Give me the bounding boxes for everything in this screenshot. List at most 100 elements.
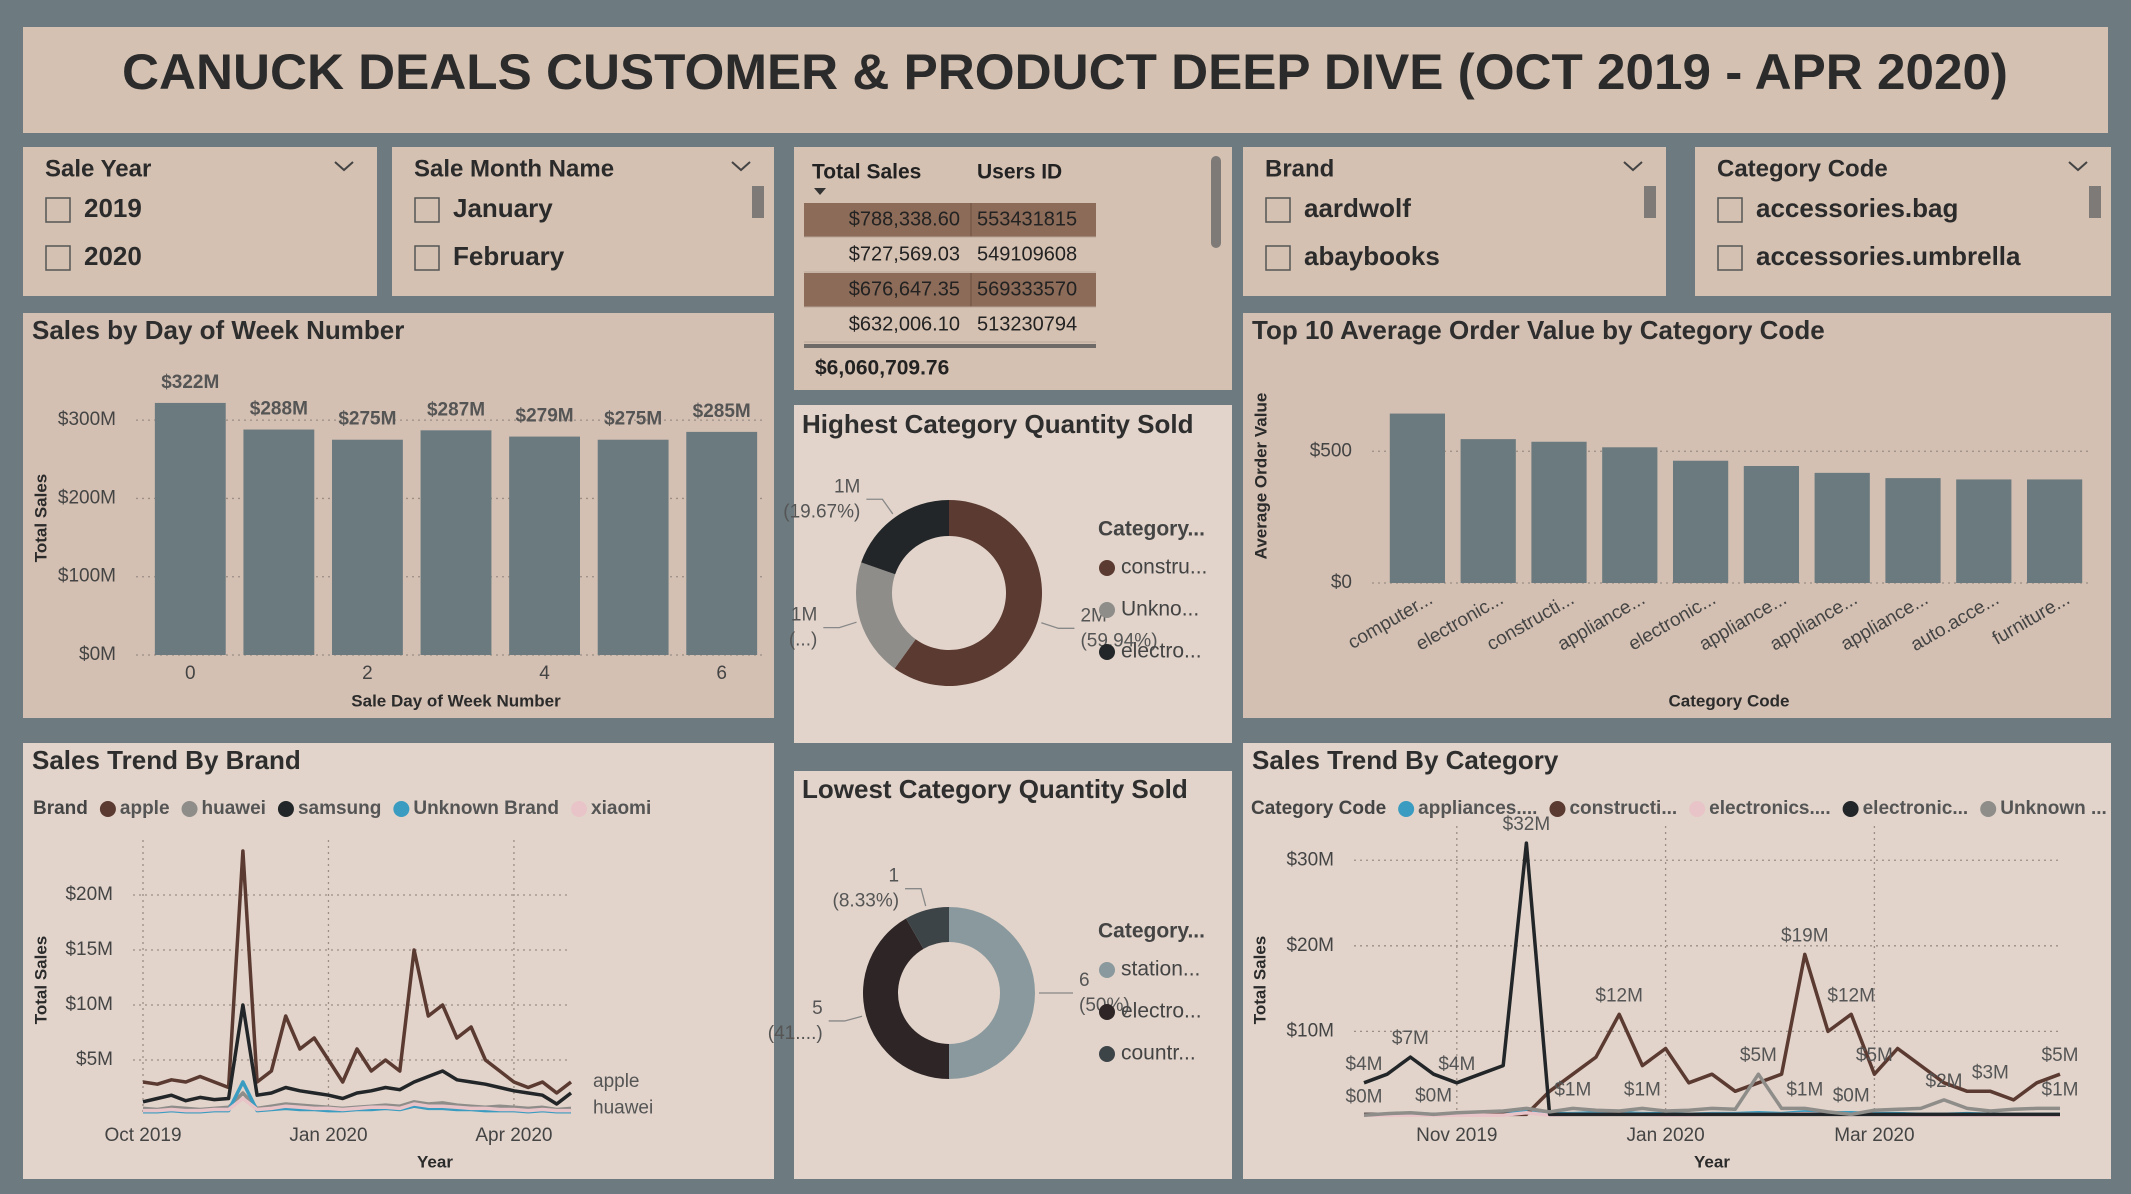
y-tick-label: $100M — [58, 566, 116, 587]
legend-label[interactable]: apple — [120, 798, 170, 819]
legend-label[interactable]: xiaomi — [591, 798, 651, 819]
line-series — [1363, 1072, 2060, 1118]
line-series — [142, 849, 573, 1095]
bar — [332, 439, 403, 655]
data-label: $0M — [1346, 1086, 1383, 1107]
end-label: huawei — [593, 1097, 653, 1118]
slicer-item[interactable]: 2019 — [84, 193, 142, 223]
legend-label[interactable]: electronic... — [1863, 798, 1969, 819]
legend-label[interactable]: electro... — [1121, 640, 1202, 663]
y-tick-label: $0M — [79, 644, 116, 665]
checkbox[interactable] — [1265, 245, 1291, 271]
legend-label[interactable]: Unknown ... — [2000, 798, 2107, 819]
table-cell: $632,006.10 — [849, 313, 960, 335]
leader-line — [823, 621, 857, 629]
table-header[interactable]: Total Sales — [812, 161, 921, 184]
slicer-item[interactable]: abaybooks — [1304, 241, 1440, 271]
checkbox[interactable] — [45, 197, 71, 223]
data-label: $275M — [338, 409, 396, 430]
checkbox[interactable] — [1717, 245, 1743, 271]
slicer-panel — [23, 147, 377, 296]
legend-label[interactable]: huawei — [202, 798, 266, 819]
bar — [509, 436, 580, 655]
legend-label[interactable]: Unknown Brand — [413, 798, 559, 819]
chart-title: Highest Category Quantity Sold — [802, 409, 1194, 439]
dashboard-title: CANUCK DEALS CUSTOMER & PRODUCT DEEP DIV… — [122, 44, 2008, 100]
data-label: (59.94%) — [1080, 630, 1157, 651]
data-label: $1M — [2042, 1079, 2079, 1100]
donut-slice — [855, 562, 916, 669]
scrollbar[interactable] — [1644, 186, 1656, 218]
legend-label[interactable]: samsung — [298, 798, 381, 819]
data-label: $287M — [427, 399, 485, 420]
slicer-item[interactable]: aardwolf — [1304, 193, 1411, 223]
y-axis-title: Total Sales — [31, 936, 50, 1025]
y-axis-title: Total Sales — [1250, 936, 1269, 1025]
data-label: $5M — [1856, 1045, 1893, 1066]
data-label: 1M — [791, 605, 817, 626]
checkbox[interactable] — [1265, 197, 1291, 223]
legend-label[interactable]: constru... — [1121, 556, 1207, 579]
legend-marker — [1689, 801, 1706, 817]
legend-marker — [571, 801, 588, 817]
slicer-title: Sale Month Name — [414, 155, 614, 182]
legend-label[interactable]: constructi... — [1569, 798, 1677, 819]
legend-label[interactable]: electro... — [1121, 1000, 1202, 1023]
leader-line — [828, 1015, 863, 1022]
legend-title: Brand — [33, 798, 88, 819]
x-tick-label: 6 — [716, 663, 727, 684]
scrollbar[interactable] — [752, 186, 764, 218]
table-panel — [794, 147, 1232, 390]
legend-label[interactable]: countr... — [1121, 1042, 1196, 1065]
legend-label[interactable]: station... — [1121, 958, 1200, 981]
donut-slice — [949, 907, 1035, 1079]
dropdown-chevron[interactable] — [1623, 161, 1643, 172]
legend-label[interactable]: appliances.... — [1418, 798, 1537, 819]
slicer-item[interactable]: February — [453, 241, 565, 271]
sort-arrow[interactable] — [814, 188, 826, 195]
dropdown-chevron[interactable] — [731, 161, 751, 172]
legend-label[interactable]: Unkno... — [1121, 598, 1199, 621]
slicer-item[interactable]: accessories.bag — [1756, 193, 1958, 223]
table-cell: 569333570 — [977, 278, 1077, 300]
legend-marker — [99, 801, 116, 817]
legend-label[interactable]: electronics.... — [1709, 798, 1830, 819]
checkbox[interactable] — [1717, 197, 1743, 223]
bar — [154, 402, 226, 655]
y-tick-label: $10M — [65, 994, 113, 1015]
donut-slice — [863, 918, 949, 1079]
bar — [1885, 478, 1941, 583]
bar — [243, 429, 315, 655]
legend-marker — [277, 801, 294, 817]
table-cell: $788,338.60 — [849, 208, 960, 230]
legend-marker — [1842, 801, 1859, 817]
slicer-panel — [392, 147, 774, 296]
slicer-item[interactable]: January — [453, 193, 553, 223]
legend-marker — [1099, 1004, 1115, 1020]
slicer-title: Brand — [1265, 155, 1334, 182]
y-tick-label: $10M — [1286, 1020, 1334, 1041]
data-label: $0M — [1415, 1085, 1452, 1106]
dropdown-chevron[interactable] — [2068, 161, 2088, 172]
title-panel — [23, 27, 2108, 133]
x-tick-label: Mar 2020 — [1834, 1125, 1914, 1146]
scrollbar[interactable] — [1211, 156, 1221, 248]
bar — [1956, 479, 2012, 583]
slicer-item[interactable]: accessories.umbrella — [1756, 241, 2021, 271]
data-label: $3M — [1972, 1062, 2009, 1083]
x-tick-label: 0 — [185, 663, 196, 684]
checkbox[interactable] — [45, 245, 71, 271]
legend-marker — [1099, 644, 1115, 660]
donut-slice — [906, 907, 949, 949]
table-cell: 549109608 — [977, 243, 1077, 265]
data-label: $275M — [604, 409, 662, 430]
x-axis-title: Year — [1694, 1152, 1730, 1171]
scrollbar[interactable] — [2089, 186, 2101, 218]
checkbox[interactable] — [414, 245, 440, 271]
data-label: $5M — [2042, 1045, 2079, 1066]
slicer-title: Sale Year — [45, 155, 151, 182]
slicer-item[interactable]: 2020 — [84, 241, 142, 271]
table-header[interactable]: Users ID — [977, 161, 1062, 184]
dropdown-chevron[interactable] — [334, 161, 354, 172]
checkbox[interactable] — [414, 197, 440, 223]
